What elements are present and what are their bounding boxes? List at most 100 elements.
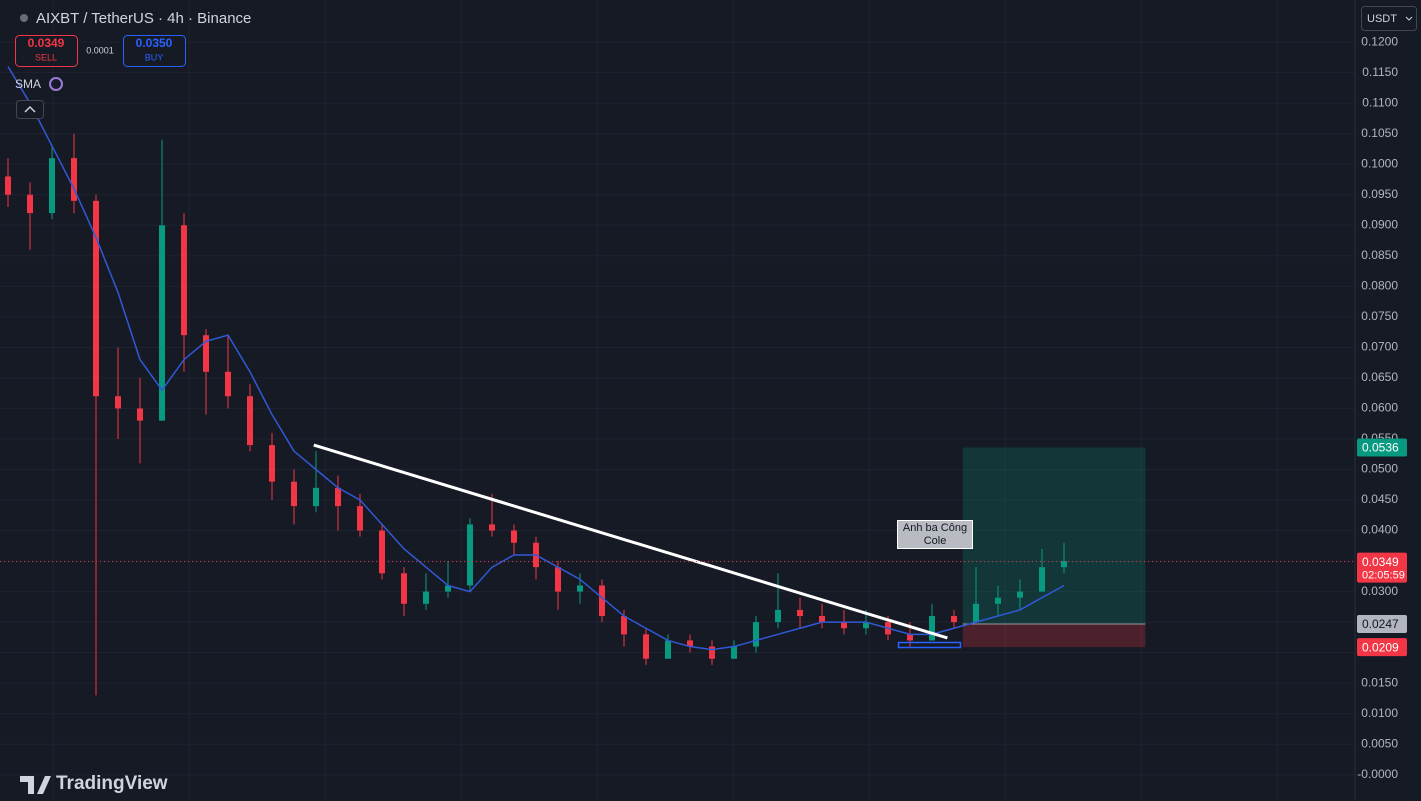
brand-logo bbox=[20, 776, 51, 794]
currency-box[interactable] bbox=[1361, 6, 1417, 31]
candle-body bbox=[599, 585, 605, 617]
candle-body bbox=[357, 506, 363, 531]
y-tick-label: 0.1100 bbox=[1362, 95, 1398, 109]
y-tick-label: 0.0650 bbox=[1361, 370, 1398, 384]
y-tick-label: 0.1000 bbox=[1361, 156, 1398, 170]
plot bbox=[0, 66, 1355, 696]
candle-body bbox=[27, 194, 33, 214]
y-tick-label: 0.0150 bbox=[1361, 675, 1398, 689]
candle-body bbox=[49, 158, 55, 214]
annotation-line: Anh ba Công bbox=[903, 522, 967, 534]
candle-body bbox=[445, 585, 451, 592]
buy-price[interactable]: 0.0350 bbox=[136, 36, 173, 50]
candle-body bbox=[709, 646, 715, 659]
candle-body bbox=[5, 176, 11, 195]
indicator-icon[interactable] bbox=[49, 77, 63, 91]
target-zone bbox=[962, 447, 1146, 624]
price-tag-label: 0.0209 bbox=[1362, 640, 1399, 654]
y-tick-label: 0.0800 bbox=[1361, 279, 1398, 293]
candle-body bbox=[555, 567, 561, 592]
symbol-title: AIXBT / TetherUS · 4h · Binance bbox=[36, 10, 251, 27]
candle-body bbox=[115, 396, 121, 409]
candle-body bbox=[907, 634, 913, 641]
range-marker bbox=[897, 641, 962, 649]
candle-body bbox=[71, 158, 77, 201]
spread: 0.0001 bbox=[86, 45, 114, 55]
candle-body bbox=[379, 530, 385, 574]
buy-box[interactable] bbox=[123, 35, 186, 67]
candle-body bbox=[1017, 591, 1023, 598]
sell-box[interactable] bbox=[15, 35, 78, 67]
price-tag bbox=[1357, 438, 1407, 457]
symbol-icon bbox=[20, 14, 28, 22]
candle-body bbox=[1039, 567, 1045, 592]
y-tick-label: 0.0950 bbox=[1361, 187, 1398, 201]
y-tick-label: 0.0050 bbox=[1361, 736, 1398, 750]
candle-body bbox=[775, 609, 781, 623]
candle-body bbox=[401, 573, 407, 604]
candle-body bbox=[159, 225, 165, 421]
y-tick-label: -0.0000 bbox=[1357, 767, 1398, 781]
price-tag bbox=[1357, 638, 1407, 657]
currency-select[interactable]: USDT bbox=[1361, 6, 1417, 31]
price-tag-label: 0.0536 bbox=[1362, 441, 1399, 455]
buy-label[interactable]: BUY bbox=[145, 52, 164, 62]
price-tag-label: 0.0247 bbox=[1362, 617, 1399, 631]
last-price-label: 0.0349 bbox=[1362, 555, 1399, 569]
grid bbox=[0, 0, 1355, 801]
annotation-line: Cole bbox=[924, 535, 947, 547]
candle-body bbox=[621, 616, 627, 635]
price-axis: 0.1200 0.1150 0.1100 0.1050 0.1000 0.0950 0.09… bbox=[1357, 34, 1407, 781]
candle-body bbox=[687, 640, 693, 647]
candle-body bbox=[995, 597, 1001, 604]
collapse-icon[interactable] bbox=[24, 105, 36, 113]
y-tick-label: 0.0750 bbox=[1361, 309, 1398, 323]
annotation-box bbox=[897, 520, 973, 549]
candle-body bbox=[269, 445, 275, 482]
candle-body bbox=[137, 408, 143, 421]
collapse-button[interactable] bbox=[16, 100, 44, 119]
candle-body bbox=[841, 622, 847, 629]
candle-body bbox=[291, 481, 297, 507]
last-price-tag bbox=[1357, 552, 1407, 583]
y-tick-label: 0.0450 bbox=[1361, 492, 1398, 506]
candle-body bbox=[181, 225, 187, 336]
candle-body bbox=[797, 609, 803, 617]
candle-body bbox=[863, 622, 869, 629]
candle-body bbox=[247, 396, 253, 446]
candle-body bbox=[951, 616, 957, 623]
y-tick-label: 0.1150 bbox=[1362, 65, 1398, 79]
sell-button[interactable]: 0.0349 SELL bbox=[15, 35, 78, 67]
candle-body bbox=[423, 591, 429, 604]
candle-body bbox=[313, 487, 319, 507]
candle-body bbox=[225, 371, 231, 397]
y-tick-label: 0.0100 bbox=[1361, 706, 1398, 720]
candle-body bbox=[93, 200, 99, 397]
y-tick-label: 0.0900 bbox=[1361, 217, 1398, 231]
y-tick-label: 0.0850 bbox=[1361, 248, 1398, 262]
candle-body bbox=[511, 530, 517, 543]
buy-button[interactable]: 0.0350 BUY bbox=[123, 35, 186, 67]
candle-body bbox=[643, 634, 649, 659]
dropdown-icon[interactable] bbox=[1405, 16, 1413, 21]
y-tick-label: 0.1050 bbox=[1361, 126, 1398, 140]
countdown: 02:05:59 bbox=[1362, 570, 1405, 582]
candle-body bbox=[665, 640, 671, 659]
candle-body bbox=[731, 646, 737, 659]
candle-body bbox=[819, 616, 825, 623]
currency[interactable]: USDT bbox=[1367, 13, 1397, 25]
sell-price[interactable]: 0.0349 bbox=[28, 36, 65, 50]
indicator-name[interactable]: SMA bbox=[15, 77, 41, 91]
sell-label[interactable]: SELL bbox=[35, 52, 57, 62]
candle-body bbox=[1061, 561, 1067, 568]
y-tick-label: 0.0300 bbox=[1361, 584, 1398, 598]
candle-body bbox=[973, 603, 979, 623]
candle-body bbox=[335, 487, 341, 507]
brand-name: TradingView bbox=[56, 773, 168, 794]
candle-body bbox=[753, 622, 759, 647]
candle-body bbox=[577, 585, 583, 592]
y-tick-label: 0.1200 bbox=[1361, 34, 1398, 48]
y-tick-label: 0.0600 bbox=[1361, 401, 1398, 415]
